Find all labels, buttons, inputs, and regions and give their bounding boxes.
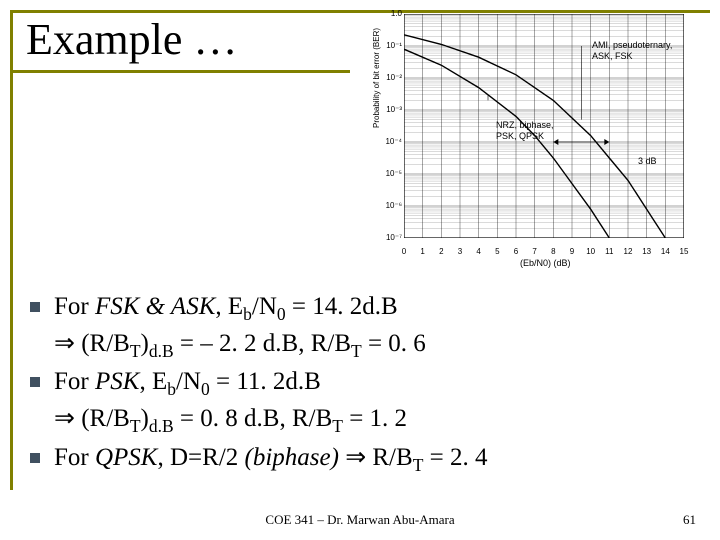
ytick: 1.0	[382, 9, 402, 18]
bullet-3-text: For QPSK, D=R/2 (biphase) ⇒ R/BT = 2. 4	[54, 441, 700, 478]
xtick: 5	[491, 247, 503, 256]
xtick: 2	[435, 247, 447, 256]
title-underline	[10, 70, 350, 73]
three-db-label: 3 dB	[638, 156, 657, 167]
legend-b: NRZ, biphase,PSK, QPSK	[496, 120, 554, 142]
page-title: Example …	[26, 14, 237, 65]
xtick: 4	[473, 247, 485, 256]
xtick: 13	[641, 247, 653, 256]
legend-a: AMI, pseudoternary,ASK, FSK	[592, 40, 672, 62]
xtick: 11	[603, 247, 615, 256]
bullet-icon	[30, 453, 40, 463]
chart-ylabel: Probability of bit error (BER)	[372, 28, 381, 128]
bullet-1-text: For FSK & ASK, Eb/N0 = 14. 2d.B ⇒ (R/BT)…	[54, 290, 700, 363]
xtick: 0	[398, 247, 410, 256]
ytick: 10⁻²	[382, 73, 402, 82]
footer-text: COE 341 – Dr. Marwan Abu-Amara	[0, 512, 720, 528]
xtick: 15	[678, 247, 690, 256]
ytick: 10⁻⁵	[382, 169, 402, 178]
xtick: 3	[454, 247, 466, 256]
xtick: 10	[585, 247, 597, 256]
xtick: 9	[566, 247, 578, 256]
page-number: 61	[683, 512, 696, 528]
bullet-icon	[30, 377, 40, 387]
bullet-list: For FSK & ASK, Eb/N0 = 14. 2d.B ⇒ (R/BT)…	[30, 290, 700, 479]
ytick: 10⁻³	[382, 105, 402, 114]
xtick: 12	[622, 247, 634, 256]
xtick: 7	[529, 247, 541, 256]
chart-xlabel: (Eb/N0) (dB)	[520, 258, 571, 268]
bullet-3: For QPSK, D=R/2 (biphase) ⇒ R/BT = 2. 4	[30, 441, 700, 478]
bullet-2: For PSK, Eb/N0 = 11. 2d.B ⇒ (R/BT)d.B = …	[30, 365, 700, 438]
ytick: 10⁻⁴	[382, 137, 402, 146]
bullet-2-text: For PSK, Eb/N0 = 11. 2d.B ⇒ (R/BT)d.B = …	[54, 365, 700, 438]
ytick: 10⁻⁷	[382, 233, 402, 242]
xtick: 14	[659, 247, 671, 256]
ytick: 10⁻¹	[382, 41, 402, 50]
bullet-icon	[30, 302, 40, 312]
xtick: 6	[510, 247, 522, 256]
ber-chart: Probability of bit error (BER) (Eb/N0) (…	[380, 8, 710, 268]
ytick: 10⁻⁶	[382, 201, 402, 210]
bullet-1: For FSK & ASK, Eb/N0 = 14. 2d.B ⇒ (R/BT)…	[30, 290, 700, 363]
xtick: 1	[417, 247, 429, 256]
left-border	[10, 10, 13, 490]
xtick: 8	[547, 247, 559, 256]
